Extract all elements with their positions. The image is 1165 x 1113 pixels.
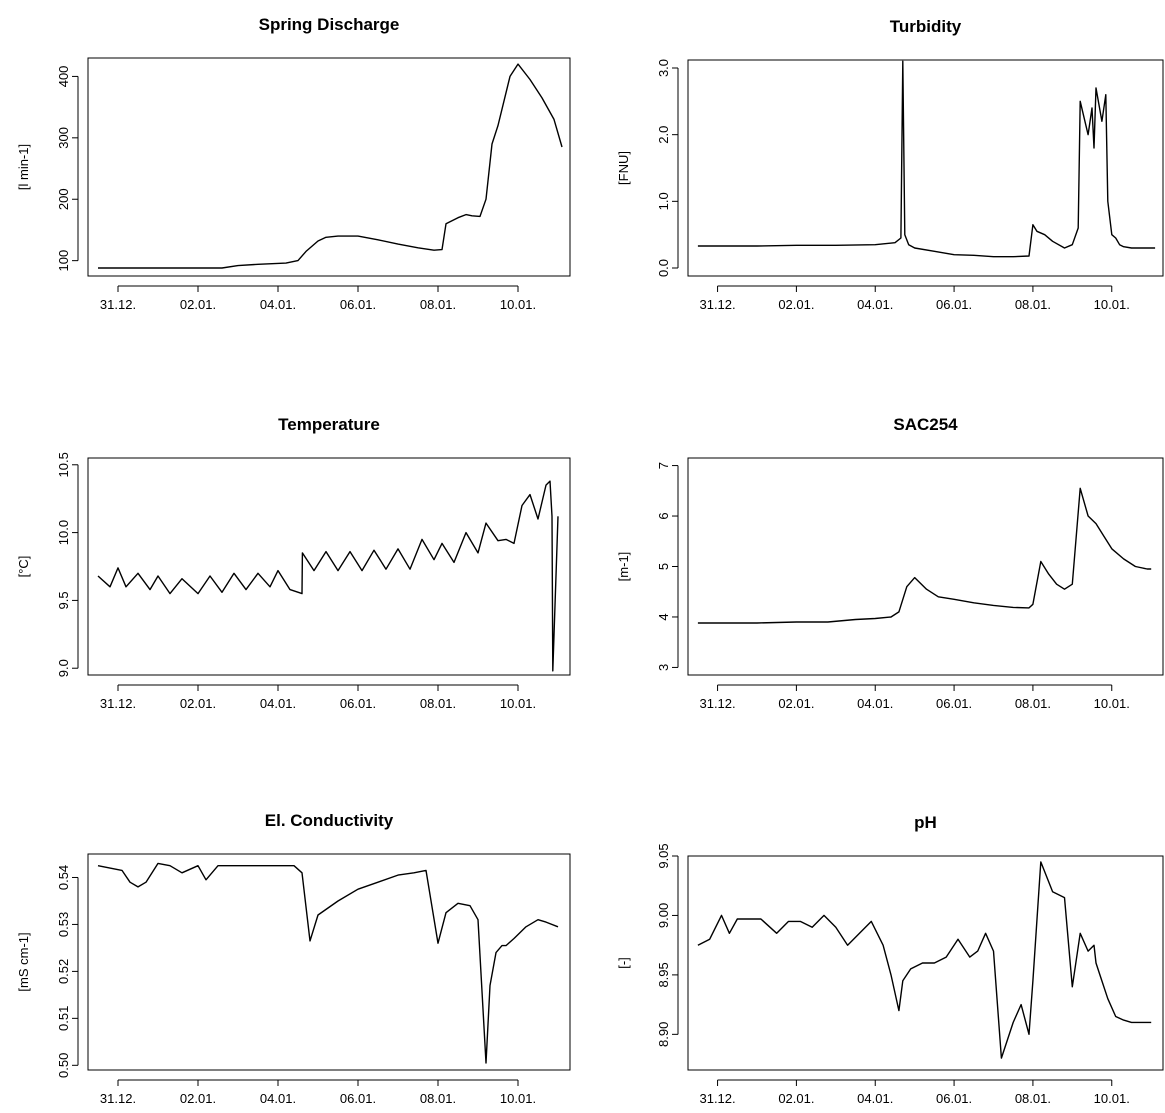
x-tick-label: 04.01.: [857, 1091, 893, 1106]
x-tick-label: 08.01.: [420, 696, 456, 711]
x-tick-label: 06.01.: [936, 1091, 972, 1106]
series-line: [97, 480, 559, 672]
x-tick-label: 10.01.: [1094, 696, 1130, 711]
plot-frame: [687, 855, 1164, 1071]
plot-frame: [87, 853, 571, 1071]
x-tick-label: 04.01.: [260, 696, 296, 711]
x-tick-label: 08.01.: [1015, 696, 1051, 711]
x-tick-label: 02.01.: [778, 696, 814, 711]
y-tick-label: 9.00: [656, 903, 671, 928]
x-tick-label: 31.12.: [100, 1091, 136, 1106]
x-tick-label: 04.01.: [260, 297, 296, 312]
series-line: [97, 862, 559, 1064]
panel-title: El. Conductivity: [265, 811, 394, 830]
x-tick-label: 02.01.: [180, 696, 216, 711]
y-tick-label: 0.51: [56, 1006, 71, 1031]
panel-title: SAC254: [893, 415, 958, 434]
y-tick-label: 3.0: [656, 59, 671, 77]
series-line: [697, 861, 1152, 1059]
x-tick-label: 10.01.: [500, 1091, 536, 1106]
y-tick-label: 10.5: [56, 452, 71, 477]
y-tick-label: 4: [656, 613, 671, 620]
y-tick-label: 0.54: [56, 865, 71, 890]
panel-4: SAC254 3 4 5 6 7 [m-1] 31.12. 02.01. 04.01. 06.01.…: [616, 415, 1164, 711]
x-tick-label: 04.01.: [260, 1091, 296, 1106]
plot-frame: [687, 457, 1164, 676]
y-axis-label: [m-1]: [616, 552, 631, 582]
series-line: [98, 63, 563, 269]
x-tick-label: 06.01.: [936, 696, 972, 711]
y-tick-label: 400: [56, 66, 71, 88]
y-tick-label: 9.0: [56, 659, 71, 677]
x-tick-label: 08.01.: [420, 1091, 456, 1106]
panel-title: Spring Discharge: [259, 15, 400, 34]
x-tick-label: 10.01.: [1094, 297, 1130, 312]
x-tick-label: 31.12.: [100, 696, 136, 711]
x-tick-label: 31.12.: [699, 297, 735, 312]
x-tick-label: 31.12.: [699, 696, 735, 711]
panel-title: pH: [914, 813, 937, 832]
y-tick-label: 7: [656, 462, 671, 469]
x-tick-label: 04.01.: [857, 297, 893, 312]
y-axis-label: [-]: [616, 957, 631, 969]
series-line: [697, 487, 1152, 624]
y-axis-label: [°C]: [16, 556, 31, 578]
y-axis-label: [l min-1]: [16, 144, 31, 190]
y-axis-label: [mS cm-1]: [16, 932, 31, 991]
y-tick-label: 1.0: [656, 192, 671, 210]
y-tick-label: 9.05: [656, 843, 671, 868]
x-tick-label: 02.01.: [778, 297, 814, 312]
x-tick-label: 04.01.: [857, 696, 893, 711]
y-tick-label: 0.0: [656, 259, 671, 277]
panel-3: Temperature 9.0 9.5 10.0 10.5 [°C] 31.12. 02.01…: [16, 415, 571, 711]
panel-2: Turbidity 0.0 1.0 2.0 3.0 [FNU] 31.12. 02.01. 04…: [616, 17, 1164, 312]
y-tick-label: 0.50: [56, 1053, 71, 1078]
y-tick-label: 100: [56, 250, 71, 272]
x-tick-label: 10.01.: [500, 297, 536, 312]
x-tick-label: 10.01.: [500, 696, 536, 711]
plot-frame: [87, 57, 571, 277]
x-tick-label: 02.01.: [778, 1091, 814, 1106]
y-axis-label: [FNU]: [616, 151, 631, 185]
panel-5: El. Conductivity 0.50 0.51 0.52 0.53 0.54 [mS …: [16, 811, 571, 1106]
x-tick-label: 10.01.: [1094, 1091, 1130, 1106]
series-line: [697, 60, 1156, 258]
x-tick-label: 31.12.: [100, 297, 136, 312]
y-tick-label: 3: [656, 664, 671, 671]
x-tick-label: 06.01.: [340, 297, 376, 312]
x-tick-label: 08.01.: [1015, 297, 1051, 312]
plot-frame: [87, 457, 571, 676]
y-tick-label: 0.53: [56, 912, 71, 937]
plot-frame: [687, 59, 1164, 277]
x-tick-label: 06.01.: [340, 1091, 376, 1106]
y-tick-label: 300: [56, 127, 71, 149]
x-tick-label: 02.01.: [180, 297, 216, 312]
panel-title: Temperature: [278, 415, 380, 434]
y-tick-label: 8.95: [656, 962, 671, 987]
panel-6: pH 8.90 8.95 9.00 9.05 [-] 31.12. 02.01. 04.01. 0…: [616, 813, 1164, 1106]
y-tick-label: 2.0: [656, 126, 671, 144]
y-tick-label: 10.0: [56, 520, 71, 545]
x-tick-label: 02.01.: [180, 1091, 216, 1106]
x-tick-label: 06.01.: [936, 297, 972, 312]
y-tick-label: 200: [56, 188, 71, 210]
y-tick-label: 5: [656, 563, 671, 570]
panel-title: Turbidity: [890, 17, 962, 36]
x-tick-label: 31.12.: [699, 1091, 735, 1106]
x-tick-label: 08.01.: [420, 297, 456, 312]
panel-1: Spring Discharge 100 200 300 400 [l min-1] 31.…: [16, 15, 571, 312]
x-tick-label: 08.01.: [1015, 1091, 1051, 1106]
y-tick-label: 6: [656, 512, 671, 519]
x-tick-label: 06.01.: [340, 696, 376, 711]
y-tick-label: 8.90: [656, 1022, 671, 1047]
y-tick-label: 0.52: [56, 959, 71, 984]
y-tick-label: 9.5: [56, 591, 71, 609]
